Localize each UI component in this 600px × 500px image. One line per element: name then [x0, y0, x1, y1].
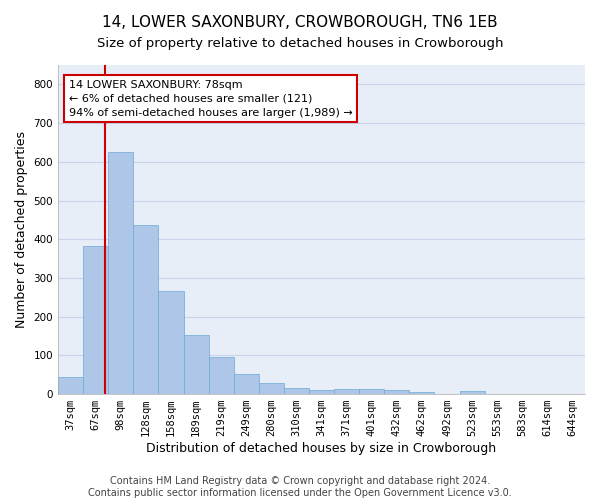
- Text: 14 LOWER SAXONBURY: 78sqm
← 6% of detached houses are smaller (121)
94% of semi-: 14 LOWER SAXONBURY: 78sqm ← 6% of detach…: [68, 80, 352, 118]
- Bar: [384, 390, 409, 394]
- Bar: [409, 392, 434, 394]
- Bar: [334, 390, 359, 394]
- Bar: [58, 376, 83, 394]
- Text: 14, LOWER SAXONBURY, CROWBOROUGH, TN6 1EB: 14, LOWER SAXONBURY, CROWBOROUGH, TN6 1E…: [102, 15, 498, 30]
- Bar: [359, 390, 384, 394]
- Bar: [158, 292, 184, 394]
- Bar: [133, 224, 158, 394]
- Text: Contains HM Land Registry data © Crown copyright and database right 2024.
Contai: Contains HM Land Registry data © Crown c…: [88, 476, 512, 498]
- Bar: [259, 383, 284, 394]
- Bar: [83, 246, 108, 394]
- Bar: [108, 152, 133, 394]
- Bar: [309, 390, 334, 394]
- Y-axis label: Number of detached properties: Number of detached properties: [15, 131, 28, 328]
- Bar: [284, 388, 309, 394]
- Bar: [233, 374, 259, 394]
- Bar: [460, 391, 485, 394]
- Text: Size of property relative to detached houses in Crowborough: Size of property relative to detached ho…: [97, 38, 503, 51]
- Bar: [209, 358, 233, 394]
- X-axis label: Distribution of detached houses by size in Crowborough: Distribution of detached houses by size …: [146, 442, 497, 455]
- Bar: [184, 335, 209, 394]
